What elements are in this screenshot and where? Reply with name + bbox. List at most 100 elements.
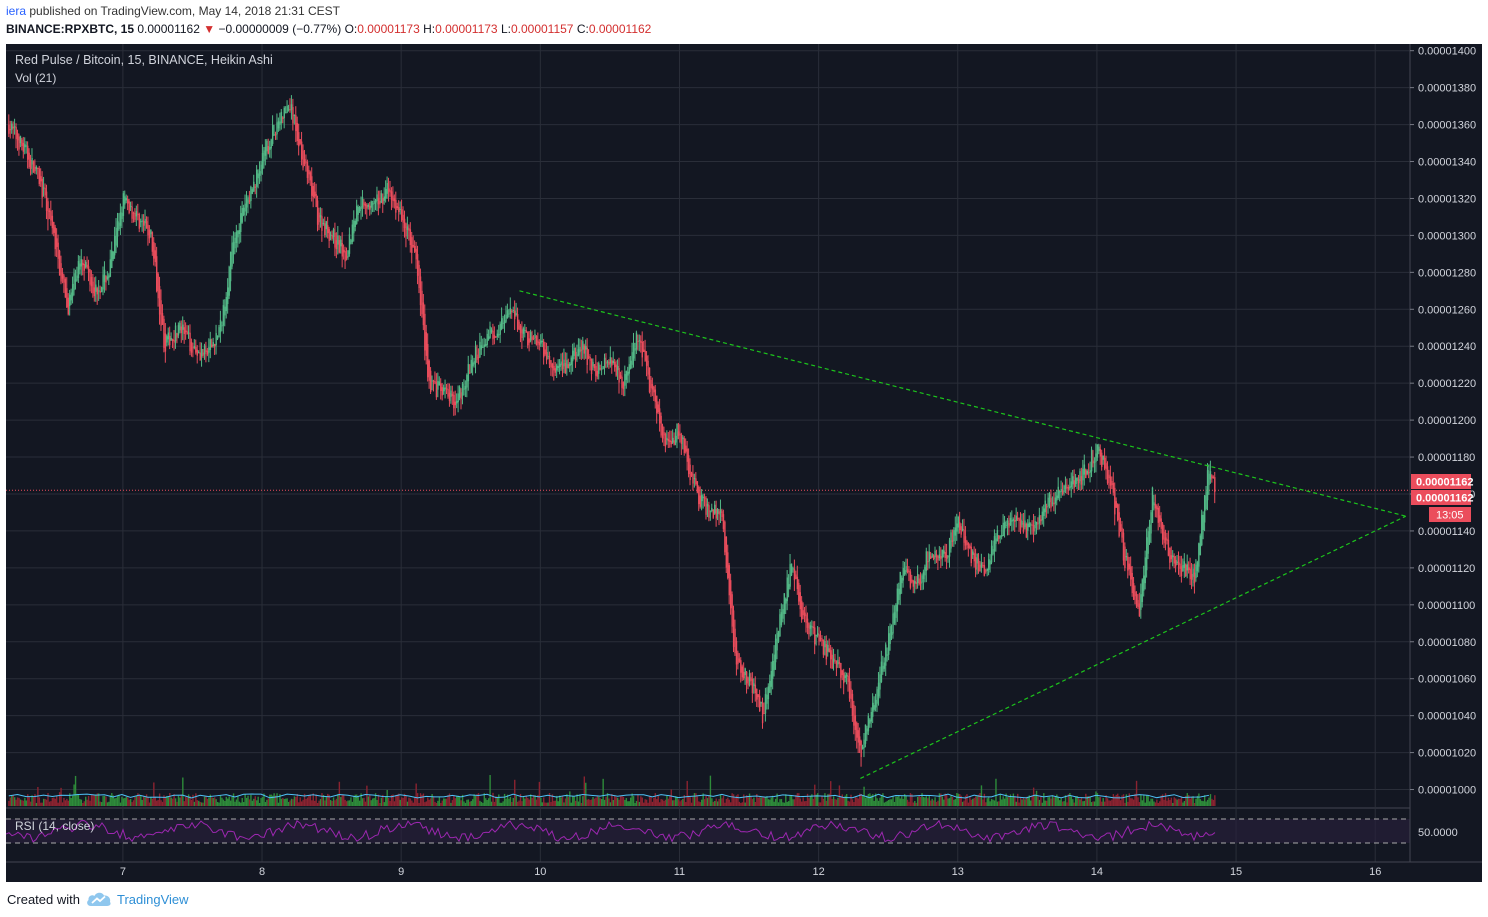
candle-body xyxy=(360,206,362,210)
candle-body xyxy=(637,341,639,343)
volume-bar xyxy=(593,798,596,806)
candle-body xyxy=(827,644,829,652)
volume-bar xyxy=(482,802,484,806)
volume-bar xyxy=(940,793,942,806)
candle-body xyxy=(167,332,170,340)
candle-body xyxy=(260,164,262,174)
volume-bar xyxy=(872,794,874,806)
volume-bar xyxy=(383,802,385,806)
candle-body xyxy=(1169,547,1171,563)
candle-body xyxy=(1146,537,1148,571)
candle-body xyxy=(964,536,967,546)
volume-bar xyxy=(171,798,174,806)
candle-body xyxy=(69,294,71,307)
volume-bar xyxy=(1088,796,1090,806)
price-tick-label: 0.00001120 xyxy=(1418,563,1475,575)
candle-body xyxy=(464,385,467,390)
candle-body xyxy=(277,121,280,129)
volume-bar xyxy=(63,797,65,806)
candle-body xyxy=(1085,469,1087,479)
author-link[interactable]: iera xyxy=(6,4,27,18)
volume-bar xyxy=(13,797,16,806)
candle-body xyxy=(653,386,655,393)
volume-bar xyxy=(40,802,42,806)
time-axis[interactable]: 7 8 9 10 11 12 13 14 15 16 xyxy=(6,861,1482,878)
candle-body xyxy=(986,568,988,571)
candle-body xyxy=(724,521,726,553)
candle-body xyxy=(586,347,588,366)
volume-bar xyxy=(772,795,774,806)
volume-bar xyxy=(1153,801,1155,806)
candle-body xyxy=(132,212,135,214)
volume-bar xyxy=(569,791,571,806)
volume-bar xyxy=(308,795,310,806)
candle-body xyxy=(1086,470,1088,474)
candle-body xyxy=(128,201,130,213)
volume-bar xyxy=(822,798,825,806)
symbol[interactable]: BINANCE:RPXBTC, 15 xyxy=(6,22,135,36)
volume-bar xyxy=(896,796,899,806)
candle-body xyxy=(537,340,539,344)
candle-body xyxy=(860,740,862,758)
volume-bar xyxy=(848,801,851,806)
volume-bar xyxy=(715,798,717,806)
volume-bar xyxy=(418,802,420,806)
volume-bar xyxy=(396,794,399,806)
volume-bar xyxy=(428,799,430,806)
volume-bar xyxy=(779,799,781,806)
candle-body xyxy=(409,229,412,245)
candle-body xyxy=(989,560,991,565)
volume-bar xyxy=(232,793,235,806)
candle-body xyxy=(192,347,194,349)
volume-bar xyxy=(866,795,868,806)
candle-body xyxy=(111,250,113,269)
volume-bar xyxy=(1205,801,1207,806)
volume-bar xyxy=(831,798,833,806)
trendlines[interactable] xyxy=(519,290,1407,779)
candle-body xyxy=(969,545,971,548)
candle-body xyxy=(473,361,475,365)
candle-body xyxy=(395,199,397,213)
volume-bar xyxy=(157,799,159,806)
volume-bar xyxy=(801,801,803,806)
volume-bar xyxy=(732,794,735,806)
price-axis[interactable]: 0.000010000.000010200.000010400.00001060… xyxy=(1409,44,1476,862)
candle-body xyxy=(554,368,557,373)
volume-bar xyxy=(382,794,384,806)
candle-body xyxy=(1199,535,1202,556)
volume-bar xyxy=(80,799,83,806)
tradingview-brand[interactable]: TradingView xyxy=(117,892,189,907)
candle-body xyxy=(782,609,784,619)
volume-bar xyxy=(400,797,403,806)
candle-body xyxy=(708,505,710,518)
candle-body xyxy=(273,134,275,136)
volume-bar xyxy=(657,796,659,806)
chart-area[interactable]: 0.00001000 0.00001020 0.00001040 0.00001060… xyxy=(6,44,1482,882)
tradingview-cloud-icon[interactable] xyxy=(86,890,112,908)
candle-body xyxy=(170,338,172,341)
volume-bar xyxy=(1160,795,1162,806)
volume-bar xyxy=(1061,801,1064,806)
candle-body xyxy=(512,310,514,312)
volume-bar xyxy=(38,797,41,806)
volume-bar xyxy=(656,799,658,806)
volume-bar xyxy=(1121,795,1123,806)
candle-body xyxy=(41,178,43,198)
candle-body xyxy=(776,632,778,651)
candle-body xyxy=(841,670,844,676)
candle-body xyxy=(321,216,323,231)
chart-svg[interactable]: 0.000010000.000010200.000010400.00001060… xyxy=(6,44,1482,882)
volume-bar xyxy=(964,795,967,806)
candle-body xyxy=(714,504,716,514)
candle-body xyxy=(741,666,744,678)
volume-bar xyxy=(1080,797,1083,806)
volume-bar xyxy=(490,801,493,806)
candle-body xyxy=(834,660,836,662)
volume-bar xyxy=(187,794,190,806)
candle-body xyxy=(918,578,920,585)
candle-body xyxy=(298,132,300,147)
volume-bar xyxy=(1111,799,1113,806)
volume-bar xyxy=(61,802,64,806)
price-tick-label: 0.00001220 xyxy=(1418,378,1476,390)
volume-bar xyxy=(764,796,767,806)
